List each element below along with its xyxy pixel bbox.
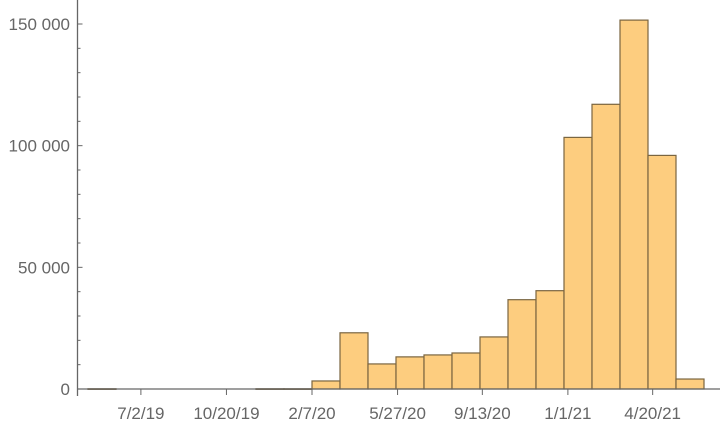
y-tick-label: 150 000 (9, 15, 70, 34)
x-tick-label: 1/1/21 (544, 404, 591, 423)
y-tick-label: 50 000 (18, 258, 70, 277)
histogram-bar (647, 154, 677, 390)
histogram-bar (563, 136, 593, 390)
histogram-bar (675, 378, 705, 390)
histogram-bar (395, 356, 425, 390)
axes (76, 0, 720, 396)
x-tick-label: 10/20/19 (193, 404, 259, 423)
x-tick-label: 4/20/21 (624, 404, 681, 423)
histogram-bar (423, 354, 453, 390)
bars (87, 19, 705, 390)
x-tick-label: 7/2/19 (117, 404, 164, 423)
histogram-bar (591, 103, 621, 390)
x-tick-label: 9/13/20 (454, 404, 511, 423)
histogram-bar (535, 290, 565, 390)
histogram-bar (367, 363, 397, 390)
histogram-bar (479, 336, 509, 390)
histogram-bar (311, 380, 341, 390)
tick-labels: 0 50 000 100 000 150 000 7/2/19 10/20/19 2/7/2… (9, 15, 681, 423)
y-tick-label: 0 (61, 380, 70, 399)
histogram-bar (619, 19, 649, 390)
x-tick-label: 5/27/20 (369, 404, 426, 423)
histogram-bar (339, 332, 369, 390)
y-tick-label: 100 000 (9, 137, 70, 156)
histogram-bar (507, 299, 537, 390)
x-tick-label: 2/7/20 (288, 404, 335, 423)
histogram-bar (451, 352, 481, 390)
